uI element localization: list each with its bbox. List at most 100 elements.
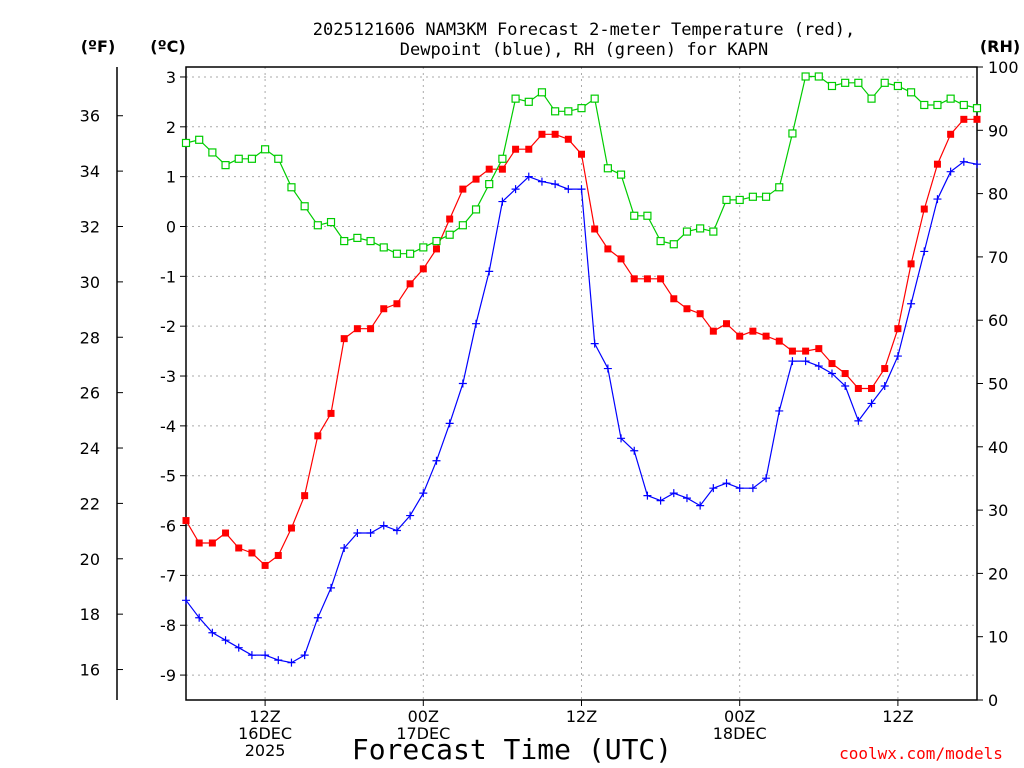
dewpoint-point [234, 643, 243, 652]
rh-point [313, 221, 322, 230]
temperature-point [472, 175, 480, 183]
rh-point [696, 224, 705, 233]
temperature-point [459, 185, 467, 193]
rh-point [432, 236, 441, 246]
temperature-point [775, 337, 783, 345]
rh-point [656, 236, 665, 246]
rh-point [511, 94, 520, 103]
dewpoint-point [748, 484, 757, 493]
series-2-meter-temperature [182, 115, 981, 569]
temperature-point [604, 245, 612, 253]
x-tick-label: 16DEC [238, 724, 292, 743]
f-tick-label: 34 [80, 162, 100, 181]
rh-point [498, 154, 507, 163]
rh-point [788, 129, 797, 138]
dewpoint-point [893, 352, 902, 361]
c-tick-label: -1 [160, 267, 176, 286]
temperature-point [261, 561, 269, 569]
grid-lines [186, 67, 977, 700]
temperature-point [788, 347, 796, 355]
rh-point [841, 78, 850, 87]
dewpoint-point [327, 583, 336, 592]
temperature-point [340, 335, 348, 343]
temperature-point [933, 160, 941, 168]
rh-point [972, 104, 982, 113]
dewpoint-point [247, 651, 256, 660]
c-tick-label: -9 [160, 666, 176, 685]
rh-point [722, 195, 731, 205]
dewpoint-point [287, 658, 296, 667]
c-tick-label: -4 [160, 417, 176, 436]
dewpoint-point [907, 299, 916, 308]
dewpoint-point [722, 479, 731, 488]
dewpoint-point [775, 406, 784, 415]
rh-point [880, 78, 889, 87]
dewpoint-point [208, 628, 217, 637]
dewpoint-point [379, 521, 388, 530]
temperature-point [314, 432, 322, 440]
dewpoint-point [392, 526, 401, 535]
rh-point [920, 100, 929, 110]
rh-point [893, 81, 903, 91]
dewpoint-point [788, 357, 797, 366]
dewpoint-point [682, 494, 691, 503]
rh-point [643, 211, 652, 220]
series-layer [181, 72, 982, 667]
rh-point [247, 154, 257, 163]
temperature-point [274, 551, 282, 559]
rh-tick-label: 20 [988, 564, 1008, 583]
c-tick-label: -2 [160, 317, 176, 336]
dewpoint-point [472, 319, 481, 328]
rh-point [814, 72, 823, 81]
dewpoint-point [841, 381, 850, 390]
rh-point [906, 88, 916, 97]
dewpoint-point [511, 185, 520, 194]
rh-point [300, 202, 309, 211]
dewpoint-point [551, 180, 560, 189]
rh-point [366, 236, 375, 246]
c-tick-label: -5 [160, 467, 176, 486]
rh-point [630, 211, 639, 220]
temperature-point [749, 327, 757, 335]
temperature-point [591, 225, 599, 233]
temperature-point [432, 245, 440, 253]
rh-tick-label: 70 [988, 248, 1008, 267]
dewpoint-point [880, 381, 889, 390]
dewpoint-point [709, 484, 718, 493]
dewpoint-point [617, 434, 626, 443]
rh-point [181, 138, 191, 148]
rh-tick-label: 100 [988, 58, 1019, 77]
x-axis-title: Forecast Time (UTC) [352, 733, 672, 766]
x-tick-label: 17DEC [396, 724, 450, 743]
dewpoint-point [603, 364, 612, 373]
temperature-point [920, 205, 928, 213]
x-tick-label: 00Z [408, 707, 439, 726]
temperature-point [828, 360, 836, 368]
dewpoint-point [920, 247, 929, 256]
temperature-point [380, 305, 388, 313]
rh-point [551, 107, 560, 116]
temperature-point [419, 265, 427, 273]
dewpoint-point [419, 489, 428, 498]
dewpoint-point [735, 484, 744, 493]
rh-point [419, 243, 428, 252]
temperature-point [287, 524, 295, 532]
temperature-point [498, 165, 506, 173]
temperature-point [393, 300, 401, 308]
rh-tick-label: 50 [988, 375, 1008, 394]
dewpoint-point [630, 446, 639, 455]
x-tick-label: 12Z [882, 707, 913, 726]
dewpoint-point [973, 160, 981, 169]
rh-point [485, 180, 494, 189]
rh-tick-label: 80 [988, 185, 1008, 204]
rh-tick-label: 40 [988, 438, 1008, 457]
temperature-point [235, 544, 243, 552]
rh-point [603, 164, 612, 173]
temperature-point [709, 327, 717, 335]
celsius-unit-label: (ºC) [150, 37, 185, 56]
temperature-point [802, 347, 810, 355]
dewpoint-point [537, 177, 546, 186]
credit-label: coolwx.com/models [839, 744, 1003, 763]
dewpoint-point [300, 651, 309, 660]
temperature-point [222, 529, 230, 537]
